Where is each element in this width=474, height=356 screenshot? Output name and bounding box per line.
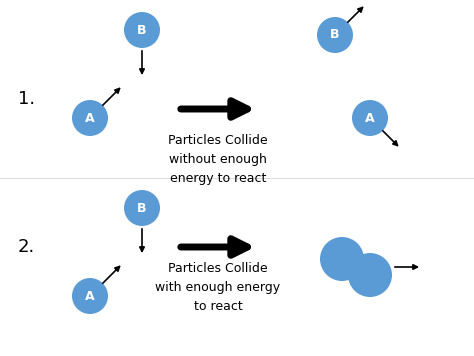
Circle shape — [348, 253, 392, 297]
Circle shape — [320, 237, 364, 281]
Circle shape — [72, 100, 108, 136]
Text: Particles Collide
without enough
energy to react: Particles Collide without enough energy … — [168, 134, 268, 185]
Circle shape — [72, 278, 108, 314]
Text: A: A — [85, 111, 95, 125]
Circle shape — [124, 190, 160, 226]
Text: B: B — [137, 201, 147, 215]
Circle shape — [317, 17, 353, 53]
Circle shape — [124, 12, 160, 48]
Text: 2.: 2. — [18, 238, 35, 256]
Text: 1.: 1. — [18, 90, 35, 108]
Text: B: B — [137, 23, 147, 37]
Text: B: B — [330, 28, 340, 42]
Text: Particles Collide
with enough energy
to react: Particles Collide with enough energy to … — [155, 262, 281, 313]
Text: A: A — [85, 289, 95, 303]
Circle shape — [352, 100, 388, 136]
Text: A: A — [365, 111, 375, 125]
